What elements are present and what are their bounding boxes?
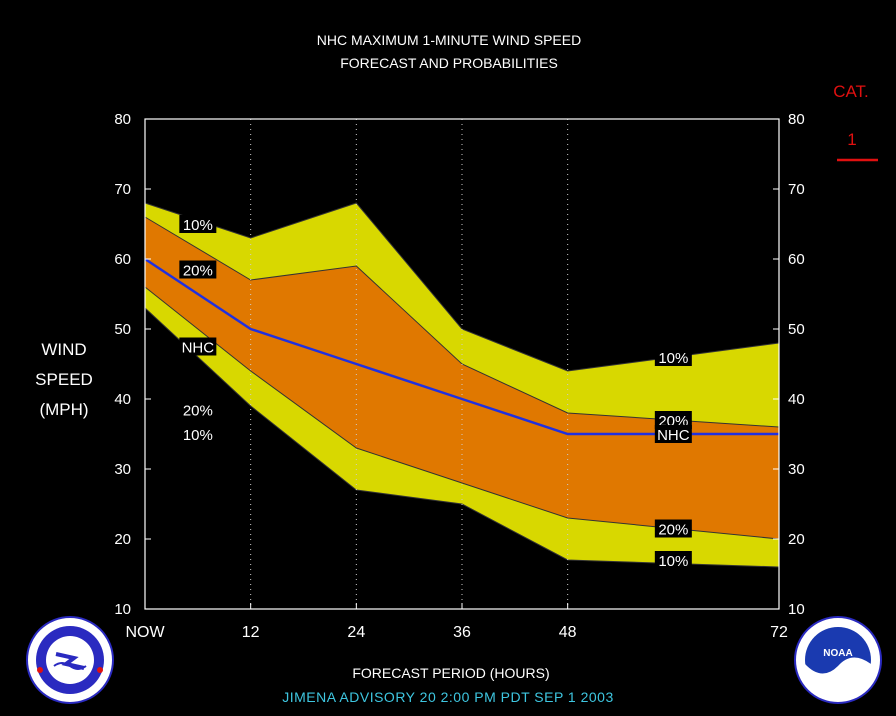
y-tick-label-left: 50 (114, 321, 131, 338)
y-tick-label-left: 30 (114, 461, 131, 478)
x-axis-label: FORECAST PERIOD (HOURS) (352, 665, 549, 681)
advisory-text: JIMENA ADVISORY 20 2:00 PM PDT SEP 1 200… (282, 689, 614, 705)
y-tick-label-left: 40 (114, 391, 131, 408)
y-tick-label-left: 70 (114, 181, 131, 198)
y-axis-label-line3: (MPH) (39, 400, 88, 419)
nws-logo (26, 616, 114, 704)
band-edge-2 (144, 286, 780, 540)
band-label-bg (179, 215, 217, 233)
band-label-bg (654, 411, 692, 429)
band-label-bg (654, 425, 692, 443)
chart-title-line1: NHC MAXIMUM 1-MINUTE WIND SPEED (317, 32, 581, 48)
band-20-percent (145, 217, 779, 539)
x-tick-label: 12 (242, 624, 260, 641)
y-tick-label-left: 20 (114, 531, 131, 548)
band-label-bg (179, 337, 217, 356)
band-label: 20% (658, 522, 688, 539)
band-label: 20% (183, 403, 213, 420)
band-label: 10% (183, 217, 213, 234)
band-label-bg (654, 519, 692, 538)
y-tick-label-right: 40 (788, 391, 805, 408)
y-tick-label-right: 10 (788, 601, 805, 618)
band-label: 10% (658, 553, 688, 570)
chart-title-line2: FORECAST AND PROBABILITIES (340, 55, 558, 71)
y-tick-label-right: 20 (788, 531, 805, 548)
band-label: 20% (183, 263, 213, 280)
band-label: NHC (182, 340, 215, 357)
band-label: 10% (183, 427, 213, 444)
y-tick-label-left: 10 (114, 601, 131, 618)
x-tick-label: 72 (770, 624, 788, 641)
y-axis-label-line2: SPEED (35, 370, 93, 389)
band-label-bg (654, 551, 692, 569)
y-tick-label-right: 60 (788, 251, 805, 268)
noaa-logo: NOAA (794, 616, 882, 704)
band-label-bg (654, 348, 692, 366)
band-label-bg (179, 260, 217, 279)
band-edge-0 (144, 202, 780, 372)
band-edge-1 (144, 216, 780, 428)
nhc-forecast-line (144, 257, 779, 436)
category-value: 1 (847, 130, 856, 149)
band-edge-3 (144, 307, 780, 568)
x-tick-label: NOW (125, 624, 165, 641)
y-axis-label-line1: WIND (41, 340, 86, 359)
plot-area: 10 10 20 20 30 30 40 40 50 50 60 60 70 70 80 80 NOW 12 24 3… (114, 111, 804, 641)
y-tick-label-right: 50 (788, 321, 805, 338)
x-tick-label: 48 (559, 624, 577, 641)
y-tick-label-right: 30 (788, 461, 805, 478)
x-tick-label: 24 (347, 624, 365, 641)
band-label: NHC (657, 427, 690, 444)
y-tick-label-left: 60 (114, 251, 131, 268)
y-tick-label-left: 80 (114, 111, 131, 128)
y-tick-label-right: 80 (788, 111, 805, 128)
y-tick-label-right: 70 (788, 181, 805, 198)
band-label: 10% (658, 350, 688, 367)
noaa-logo-text: NOAA (823, 648, 852, 659)
x-tick-label: 36 (453, 624, 471, 641)
band-label-bg (179, 425, 217, 443)
band-label-bg (179, 400, 217, 419)
category-label: CAT. (833, 82, 869, 101)
